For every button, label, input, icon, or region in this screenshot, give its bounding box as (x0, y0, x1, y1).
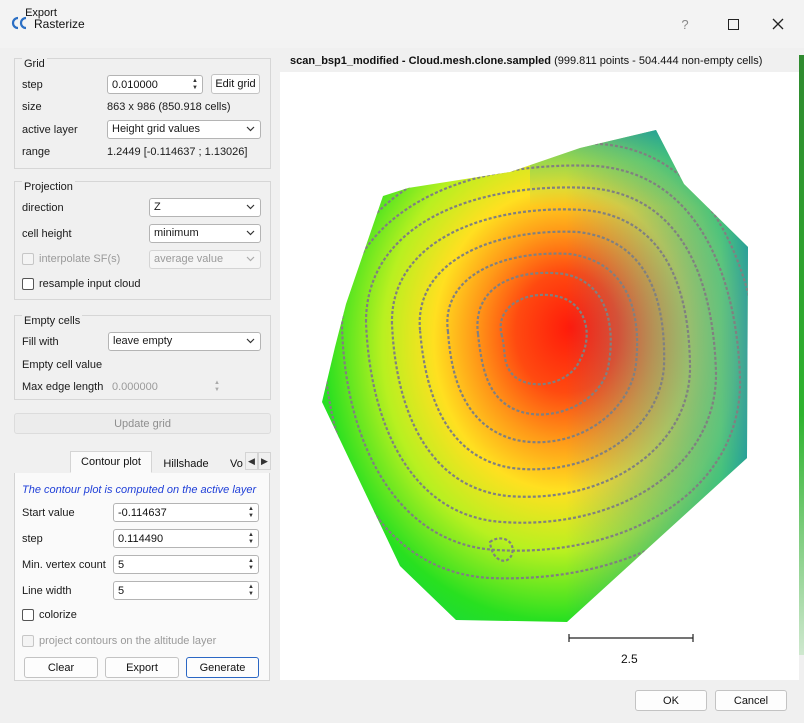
contour-step-label: step (22, 533, 43, 545)
raster-surface (322, 130, 748, 622)
max-edge-length-input[interactable] (108, 378, 206, 395)
contour-step-spinbox[interactable]: ▲▼ (113, 529, 259, 548)
spin-arrows-icon[interactable]: ▲ ▼ (248, 506, 254, 519)
update-grid-button[interactable]: Update grid (14, 413, 271, 434)
grid-step-spinbox[interactable]: ▲▼ (107, 75, 203, 94)
viewport-title: scan_bsp1_modified - Cloud.mesh.clone.sa… (290, 55, 762, 67)
line-width-input[interactable] (114, 582, 240, 599)
project-contours-label: project contours on the altitude layer (39, 635, 217, 647)
tab-hillshade[interactable]: Hillshade (163, 457, 209, 470)
max-edge-length-label: Max edge length (22, 381, 104, 393)
scale-bar (568, 634, 694, 642)
start-value-spinbox[interactable]: ▲▼ (113, 503, 259, 522)
direction-select[interactable]: Z (149, 198, 261, 217)
maximize-button[interactable] (718, 12, 748, 36)
fill-with-select[interactable]: leave empty (108, 332, 261, 351)
clear-button[interactable]: Clear (24, 657, 98, 678)
contour-lines (322, 142, 748, 580)
active-layer-select[interactable]: Height grid values (107, 120, 261, 139)
resample-input-cloud-checkbox[interactable]: resample input cloud (22, 278, 141, 290)
resample-label: resample input cloud (39, 278, 141, 290)
range-label: range (22, 146, 51, 158)
chevron-down-icon (246, 204, 255, 210)
projection-group-title: Projection (22, 181, 75, 193)
checkbox-icon (22, 253, 34, 265)
tab-export[interactable]: Export (25, 6, 57, 19)
min-vertex-count-label: Min. vertex count (22, 559, 106, 571)
spin-arrows-icon[interactable]: ▲ ▼ (248, 532, 254, 545)
tab-scroll-left-icon[interactable]: ◀ (245, 452, 258, 470)
fill-with-label: Fill with (22, 336, 59, 348)
interpolate-sf-checkbox[interactable]: interpolate SF(s) (22, 253, 120, 265)
spin-arrows-icon[interactable]: ▲ ▼ (248, 558, 254, 571)
min-vertex-count-input[interactable] (114, 556, 240, 573)
cell-height-label: cell height (22, 228, 72, 240)
direction-label: direction (22, 202, 64, 214)
empty-cells-group: Empty cells (14, 315, 271, 400)
min-vertex-count-spinbox[interactable]: ▲▼ (113, 555, 259, 574)
colorize-label: colorize (39, 609, 77, 621)
active-layer-value: Height grid values (112, 123, 201, 135)
help-button[interactable]: ? (670, 12, 700, 36)
contour-note: The contour plot is computed on the acti… (22, 484, 257, 496)
cell-height-select[interactable]: minimum (149, 224, 261, 243)
chevron-down-icon (246, 126, 255, 132)
max-edge-length-spinbox[interactable]: ▲▼ (107, 377, 225, 396)
line-width-spinbox[interactable]: ▲▼ (113, 581, 259, 600)
grid-step-label: step (22, 79, 43, 91)
start-value-input[interactable] (114, 504, 240, 521)
spin-arrows-icon[interactable]: ▲ ▼ (214, 380, 220, 393)
ok-button[interactable]: OK (635, 690, 707, 711)
chevron-down-icon (246, 256, 255, 262)
interpolate-method-select[interactable]: average value (149, 250, 261, 269)
line-width-label: Line width (22, 585, 72, 597)
grid-size-value: 863 x 986 (850.918 cells) (107, 101, 231, 113)
height-grid-raster[interactable] (280, 72, 799, 680)
checkbox-icon (22, 635, 34, 647)
grid-group-title: Grid (22, 58, 47, 70)
active-layer-label: active layer (22, 124, 78, 136)
close-button[interactable] (763, 12, 793, 36)
raster-viewport[interactable]: 2.5 (280, 72, 799, 680)
tab-scroll-arrows[interactable]: ◀ ▶ (245, 452, 271, 470)
project-contours-checkbox[interactable]: project contours on the altitude layer (22, 635, 216, 647)
spin-arrows-icon[interactable]: ▲ ▼ (248, 584, 254, 597)
spin-arrows-icon[interactable]: ▲ ▼ (192, 78, 198, 91)
range-value: 1.2449 [-0.114637 ; 1.13026] (107, 146, 248, 158)
generate-button[interactable]: Generate (186, 657, 259, 678)
scale-bar-label: 2.5 (621, 652, 638, 666)
grid-size-label: size (22, 101, 42, 113)
cell-height-value: minimum (154, 227, 199, 239)
fill-with-value: leave empty (113, 335, 173, 347)
chevron-down-icon (246, 338, 255, 344)
contour-step-input[interactable] (114, 530, 240, 547)
title-bar: Rasterize ? (0, 0, 804, 48)
empty-cells-group-title: Empty cells (22, 315, 83, 327)
grid-step-input[interactable] (108, 76, 184, 93)
interpolate-method-value: average value (154, 253, 224, 265)
checkbox-icon (22, 278, 34, 290)
checkbox-icon (22, 609, 34, 621)
edit-grid-button[interactable]: Edit grid (211, 74, 260, 94)
close-icon (772, 18, 784, 30)
cancel-button[interactable]: Cancel (715, 690, 787, 711)
viewport-title-entity: scan_bsp1_modified - Cloud.mesh.clone.sa… (290, 55, 552, 67)
direction-value: Z (154, 201, 161, 213)
cloudcompare-app-icon (11, 16, 27, 30)
tab-scroll-right-icon[interactable]: ▶ (258, 452, 271, 470)
chevron-down-icon (246, 230, 255, 236)
colorize-checkbox[interactable]: colorize (22, 609, 77, 621)
empty-cell-value-label: Empty cell value (22, 359, 103, 371)
help-icon: ? (681, 16, 689, 32)
tab-volume[interactable]: Vo (230, 457, 243, 470)
viewport-title-stats: (999.811 points - 504.444 non-empty cell… (551, 55, 763, 67)
export-contours-button[interactable]: Export (105, 657, 179, 678)
start-value-label: Start value (22, 507, 75, 519)
interpolate-sf-label: interpolate SF(s) (39, 253, 121, 265)
background-window-edge (799, 55, 804, 655)
window-title: Rasterize (34, 17, 85, 31)
tab-contour-plot[interactable]: Contour plot (70, 451, 152, 473)
maximize-icon (727, 18, 739, 30)
